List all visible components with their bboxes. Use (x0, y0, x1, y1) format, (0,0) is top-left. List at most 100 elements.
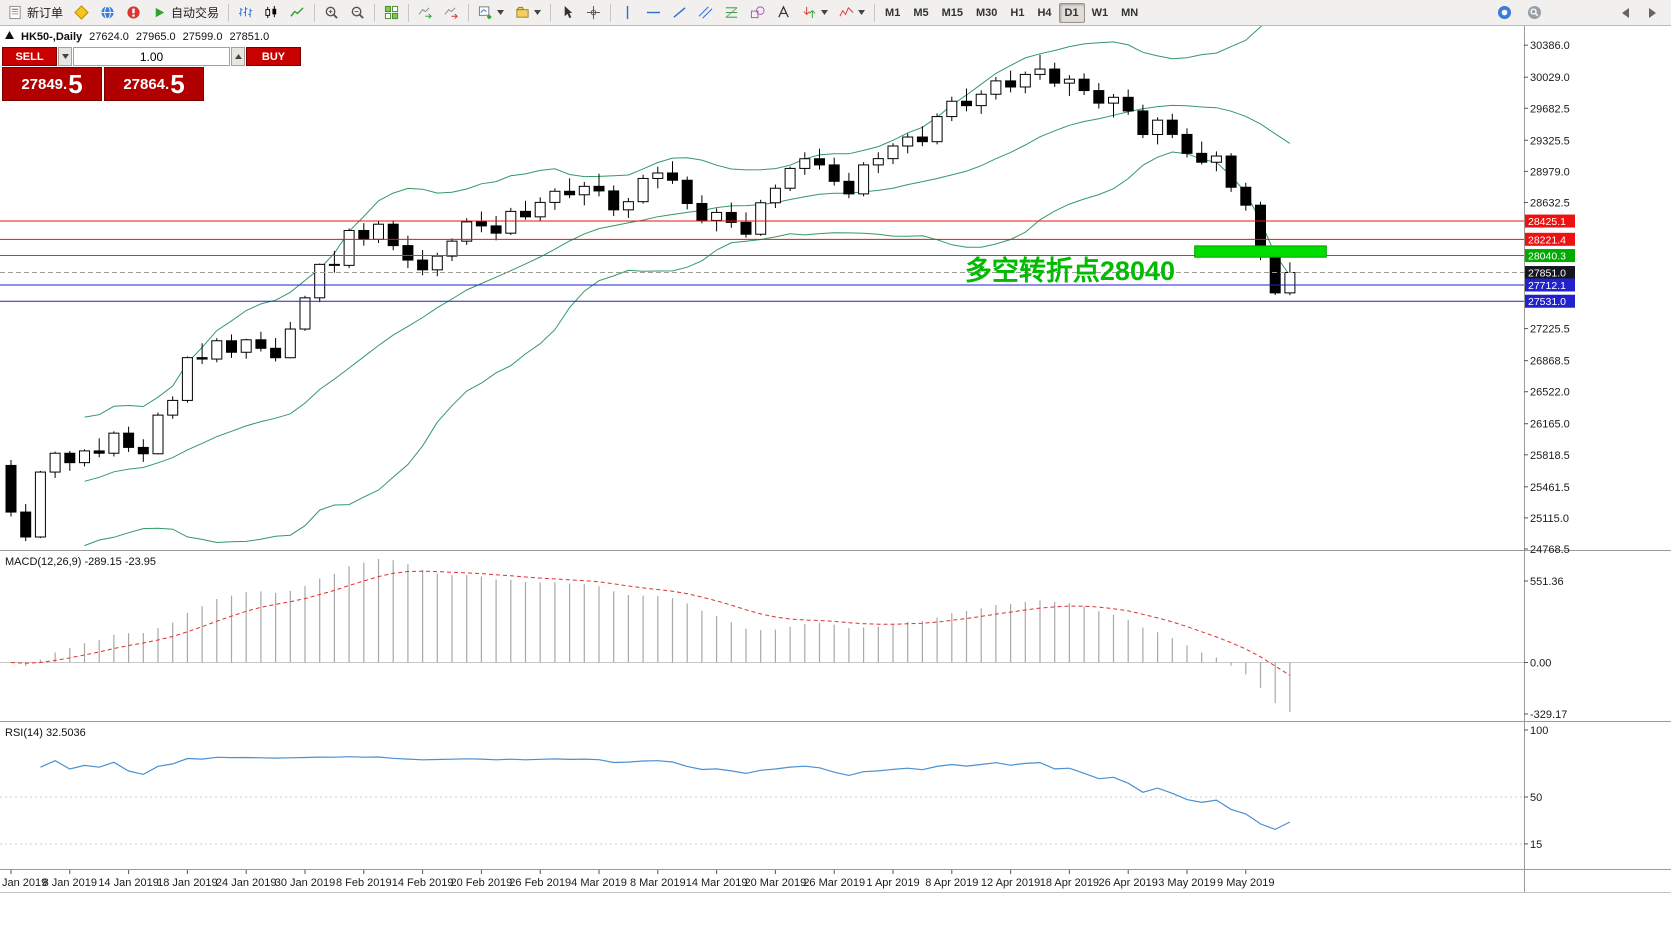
auto-scroll-button[interactable] (413, 2, 438, 24)
new-order-label: 新订单 (27, 6, 64, 20)
indicators-button[interactable] (834, 2, 870, 24)
buy-price-box[interactable]: 27864. 5 (104, 67, 204, 101)
svg-text:28221.4: 28221.4 (1528, 234, 1566, 246)
toolbar-separator (610, 3, 612, 22)
timeframe-w1-button[interactable]: W1 (1091, 6, 1109, 19)
zoom-in-button[interactable] (319, 2, 344, 24)
new-order-icon (8, 5, 23, 20)
timeframe-mn-button[interactable]: MN (1121, 6, 1139, 19)
bollinger-bands (84, 26, 1291, 547)
candlesticks[interactable] (5, 54, 1296, 542)
price-tag: 27712.1 (1525, 278, 1575, 292)
chart-shift-button[interactable] (439, 2, 464, 24)
trendline-icon (672, 5, 687, 20)
cursor-button[interactable] (555, 2, 580, 24)
buy-button[interactable]: BUY (246, 47, 301, 66)
new-chart-button[interactable] (473, 2, 509, 24)
autotrading-label: 自动交易 (171, 6, 220, 20)
price-tag: 28040.3 (1525, 249, 1575, 263)
fibonacci-button[interactable] (719, 2, 744, 24)
channel-icon (698, 5, 713, 20)
vertical-line-icon (620, 5, 635, 20)
timeframe-m15-button[interactable]: M15 (941, 6, 963, 19)
chart-shift-icon (444, 5, 459, 20)
shapes-button[interactable] (745, 2, 770, 24)
svg-text:1 Apr 2019: 1 Apr 2019 (866, 877, 919, 889)
line-chart-button[interactable] (285, 2, 310, 24)
svg-text:8 Jan 2019: 8 Jan 2019 (43, 877, 97, 889)
svg-text:551.36: 551.36 (1530, 576, 1564, 588)
svg-text:27225.5: 27225.5 (1530, 324, 1570, 336)
price-tag: 28425.1 (1525, 214, 1575, 228)
ohlc-close: 27851.0 (229, 31, 270, 43)
sell-price-main: 27849. (21, 75, 68, 93)
toolbar-separator (550, 3, 552, 22)
chart-canvas[interactable]: 多空转折点28040 30386.0 30029.0 29682.5 29325.5 28… (0, 26, 1671, 896)
autotrading-button[interactable]: 自动交易 (147, 2, 224, 24)
tile-windows-button[interactable] (379, 2, 404, 24)
svg-text:26 Feb 2019: 26 Feb 2019 (509, 877, 571, 889)
bar-chart-icon (238, 5, 253, 20)
timeframe-h1-button[interactable]: H1 (1010, 6, 1025, 19)
zoom-out-button[interactable] (345, 2, 370, 24)
svg-text:30 Jan 2019: 30 Jan 2019 (275, 877, 336, 889)
svg-text:9 May 2019: 9 May 2019 (1217, 877, 1274, 889)
svg-text:100: 100 (1530, 725, 1548, 737)
candlestick-chart-button[interactable] (259, 2, 284, 24)
trendline-button[interactable] (667, 2, 692, 24)
svg-text:18 Jan 2019: 18 Jan 2019 (157, 877, 218, 889)
toolbar-scroll-left-button[interactable] (1613, 2, 1636, 24)
profiles-button[interactable] (510, 2, 546, 24)
sell-button[interactable]: SELL (2, 47, 57, 66)
toolbar-separator (468, 3, 470, 22)
svg-text:8 Feb 2019: 8 Feb 2019 (336, 877, 392, 889)
volume-increase-button[interactable] (231, 47, 245, 66)
vertical-line-button[interactable] (615, 2, 640, 24)
bar-chart-button[interactable] (233, 2, 258, 24)
svg-text:25461.5: 25461.5 (1530, 482, 1570, 494)
rsi-line (40, 756, 1291, 831)
new-chart-icon (478, 5, 493, 20)
candlestick-icon (264, 5, 279, 20)
tile-windows-icon (384, 5, 399, 20)
svg-text:20 Mar 2019: 20 Mar 2019 (745, 877, 807, 889)
toolbar-scroll-right-button[interactable] (1641, 2, 1664, 24)
svg-text:4 Mar 2019: 4 Mar 2019 (571, 877, 627, 889)
search-button[interactable] (1522, 2, 1547, 24)
zoom-in-icon (324, 5, 339, 20)
timeframe-m1-button[interactable]: M1 (885, 6, 901, 19)
text-label-button[interactable] (771, 2, 796, 24)
sell-price-box[interactable]: 27849. 5 (2, 67, 102, 101)
timeframe-d1-button[interactable]: D1 (1058, 2, 1085, 23)
channel-button[interactable] (693, 2, 718, 24)
mql5-button[interactable] (121, 2, 146, 24)
horizontal-line-button[interactable] (641, 2, 666, 24)
timeframe-h4-button[interactable]: H4 (1037, 6, 1052, 19)
timeframe-m5-button[interactable]: M5 (913, 6, 929, 19)
chart-title-overlay: HK50-,Daily 27624.0 27965.0 27599.0 2785… (5, 31, 269, 43)
crosshair-button[interactable] (581, 2, 606, 24)
chat-button[interactable] (1492, 2, 1517, 24)
one-click-top-row: SELL BUY (2, 47, 301, 66)
metaeditor-button[interactable] (69, 2, 94, 24)
new-order-button[interactable]: 新订单 (3, 2, 68, 24)
crosshair-icon (586, 5, 601, 20)
annotation-text[interactable]: 多空转折点28040 (965, 255, 1175, 286)
symbol-period-label: HK50-,Daily (21, 31, 83, 43)
shapes-icon (750, 5, 765, 20)
community-button[interactable] (95, 2, 120, 24)
buy-price-main: 27864. (123, 75, 170, 93)
ohlc-high: 27965.0 (135, 31, 176, 43)
svg-text:26522.0: 26522.0 (1530, 387, 1570, 399)
volume-decrease-button[interactable] (58, 47, 72, 66)
main-toolbar: 新订单 自动交易 (0, 0, 1671, 26)
chat-icon (1497, 5, 1512, 20)
svg-text:14 Mar 2019: 14 Mar 2019 (686, 877, 748, 889)
volume-input[interactable] (73, 47, 230, 66)
timeframe-m30-button[interactable]: M30 (976, 6, 998, 19)
arrows-button[interactable] (797, 2, 833, 24)
highlight-rectangle[interactable] (1194, 245, 1327, 258)
svg-text:14 Jan 2019: 14 Jan 2019 (98, 877, 159, 889)
